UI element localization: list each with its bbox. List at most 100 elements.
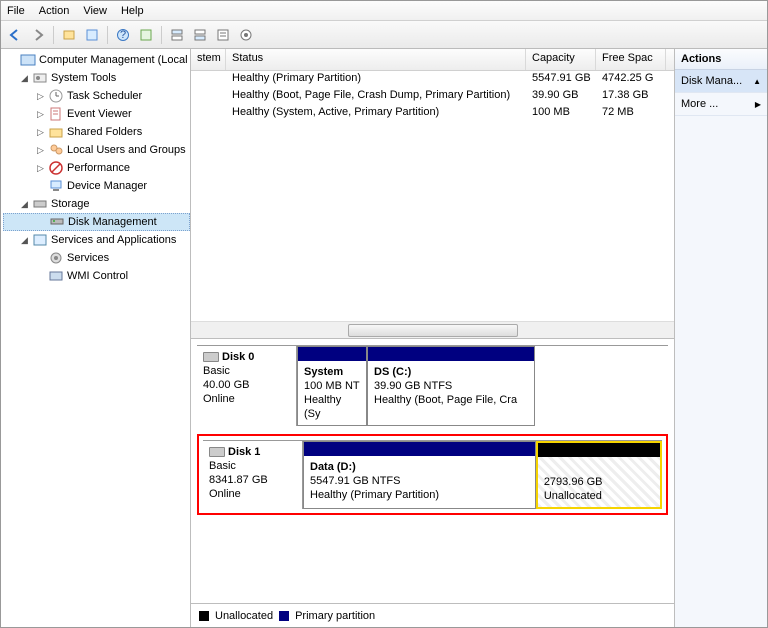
- toolbar: ?: [1, 21, 767, 49]
- tree-tasksched[interactable]: ▷Task Scheduler: [3, 87, 190, 105]
- tree-devmgr[interactable]: Device Manager: [3, 177, 190, 195]
- vol-free: 4742.25 G: [596, 72, 666, 87]
- tree-perf[interactable]: ▷Performance: [3, 159, 190, 177]
- part-label: System: [304, 366, 343, 378]
- actions-item-diskmgmt[interactable]: Disk Mana... ▲: [675, 70, 767, 93]
- volume-row[interactable]: Healthy (Boot, Page File, Crash Dump, Pr…: [191, 88, 674, 105]
- tree-devmgr-label: Device Manager: [67, 180, 147, 192]
- expand-icon: ▶: [755, 100, 761, 109]
- forward-button[interactable]: [28, 25, 48, 45]
- vol-cap: 39.90 GB: [526, 89, 596, 104]
- svg-text:?: ?: [120, 29, 126, 41]
- disk0-state: Online: [203, 393, 235, 405]
- legend-swatch-primary: [279, 611, 289, 621]
- tree-shared-label: Shared Folders: [67, 126, 142, 138]
- part-line3: Healthy (Boot, Page File, Cra: [374, 394, 517, 406]
- disk1-type: Basic: [209, 460, 236, 472]
- tree-pane: Computer Management (Local ◢System Tools…: [1, 49, 191, 627]
- collapse-icon: ▲: [753, 77, 761, 86]
- disk0-name: Disk 0: [222, 351, 254, 363]
- volume-list-header: stem Status Capacity Free Spac: [191, 49, 674, 71]
- legend-unalloc-label: Unallocated: [215, 610, 273, 622]
- tree-perf-label: Performance: [67, 162, 130, 174]
- menu-bar: File Action View Help: [1, 1, 767, 21]
- tree-storage-label: Storage: [51, 198, 90, 210]
- col-capacity[interactable]: Capacity: [526, 49, 596, 70]
- menu-action[interactable]: Action: [39, 5, 70, 17]
- actions-item-more[interactable]: More ... ▶: [675, 93, 767, 116]
- menu-help[interactable]: Help: [121, 5, 144, 17]
- up-button[interactable]: [59, 25, 79, 45]
- tree-svcapps[interactable]: ◢Services and Applications: [3, 231, 190, 249]
- vol-free: 72 MB: [596, 106, 666, 121]
- horizontal-scrollbar[interactable]: [191, 321, 674, 338]
- volume-list-body[interactable]: Healthy (Primary Partition) 5547.91 GB 4…: [191, 71, 674, 321]
- disk0-part-c[interactable]: DS (C:) 39.90 GB NTFS Healthy (Boot, Pag…: [367, 346, 535, 426]
- main-content: Computer Management (Local ◢System Tools…: [1, 49, 767, 627]
- col-status[interactable]: Status: [226, 49, 526, 70]
- part-line2: 5547.91 GB NTFS: [310, 475, 401, 487]
- volume-row[interactable]: Healthy (Primary Partition) 5547.91 GB 4…: [191, 71, 674, 88]
- vol-status: Healthy (Primary Partition): [226, 72, 526, 87]
- tree-localusers-label: Local Users and Groups: [67, 144, 186, 156]
- disk1-size: 8341.87 GB: [209, 474, 268, 486]
- tree-diskmgmt[interactable]: Disk Management: [3, 213, 190, 231]
- disk1-state: Online: [209, 488, 241, 500]
- properties-button[interactable]: [82, 25, 102, 45]
- vol-cap: 5547.91 GB: [526, 72, 596, 87]
- tree-root[interactable]: Computer Management (Local: [3, 51, 190, 69]
- tree-diskmgmt-label: Disk Management: [68, 216, 157, 228]
- refresh-button[interactable]: [136, 25, 156, 45]
- view-bottom-button[interactable]: [190, 25, 210, 45]
- vol-status: Healthy (Boot, Page File, Crash Dump, Pr…: [226, 89, 526, 104]
- menu-view[interactable]: View: [83, 5, 107, 17]
- disk1-highlight: Disk 1 Basic 8341.87 GB Online Data (D:)…: [197, 434, 668, 515]
- disk1-part-data[interactable]: Data (D:) 5547.91 GB NTFS Healthy (Prima…: [303, 441, 536, 509]
- part-line2: 2793.96 GB: [544, 476, 603, 488]
- col-freespace[interactable]: Free Spac: [596, 49, 666, 70]
- tree-localusers[interactable]: ▷Local Users and Groups: [3, 141, 190, 159]
- disk0-info[interactable]: Disk 0 Basic 40.00 GB Online: [197, 346, 297, 426]
- tree-services[interactable]: Services: [3, 249, 190, 267]
- part-line3: Healthy (Primary Partition): [310, 489, 439, 501]
- disk0-type: Basic: [203, 365, 230, 377]
- legend-primary-label: Primary partition: [295, 610, 375, 622]
- actions-item-label: More ...: [681, 98, 718, 110]
- center-pane: stem Status Capacity Free Spac Healthy (…: [191, 49, 675, 627]
- actions-item-label: Disk Mana...: [681, 75, 742, 87]
- tree-root-label: Computer Management (Local: [39, 54, 188, 66]
- disk-map: Disk 0 Basic 40.00 GB Online System 100 …: [191, 339, 674, 603]
- tree-shared[interactable]: ▷Shared Folders: [3, 123, 190, 141]
- disk1-info[interactable]: Disk 1 Basic 8341.87 GB Online: [203, 441, 303, 509]
- back-button[interactable]: [5, 25, 25, 45]
- disk-icon: [203, 352, 219, 362]
- actions-header: Actions: [675, 49, 767, 70]
- disk0-size: 40.00 GB: [203, 379, 249, 391]
- vol-cap: 100 MB: [526, 106, 596, 121]
- tree-wmi-label: WMI Control: [67, 270, 128, 282]
- tree-services-label: Services: [67, 252, 109, 264]
- actions-pane: Actions Disk Mana... ▲ More ... ▶: [675, 49, 767, 627]
- legend: Unallocated Primary partition: [191, 603, 674, 627]
- disk-icon: [209, 447, 225, 457]
- disk0-part-system[interactable]: System 100 MB NT Healthy (Sy: [297, 346, 367, 426]
- part-label: Data (D:): [310, 461, 356, 473]
- disk1-name: Disk 1: [228, 446, 260, 458]
- disk1-part-unalloc[interactable]: 2793.96 GB Unallocated: [536, 441, 662, 509]
- tree-eventvwr[interactable]: ▷Event Viewer: [3, 105, 190, 123]
- part-line3: Healthy (Sy: [304, 394, 341, 420]
- tree-svcapps-label: Services and Applications: [51, 234, 176, 246]
- col-stem[interactable]: stem: [191, 49, 226, 70]
- tree-storage[interactable]: ◢Storage: [3, 195, 190, 213]
- volume-list: stem Status Capacity Free Spac Healthy (…: [191, 49, 674, 339]
- view-top-button[interactable]: [167, 25, 187, 45]
- help-button[interactable]: ?: [113, 25, 133, 45]
- tree-systools[interactable]: ◢System Tools: [3, 69, 190, 87]
- action-button[interactable]: [236, 25, 256, 45]
- settings-button[interactable]: [213, 25, 233, 45]
- vol-free: 17.38 GB: [596, 89, 666, 104]
- volume-row[interactable]: Healthy (System, Active, Primary Partiti…: [191, 105, 674, 122]
- legend-swatch-unalloc: [199, 611, 209, 621]
- menu-file[interactable]: File: [7, 5, 25, 17]
- tree-wmi[interactable]: WMI Control: [3, 267, 190, 285]
